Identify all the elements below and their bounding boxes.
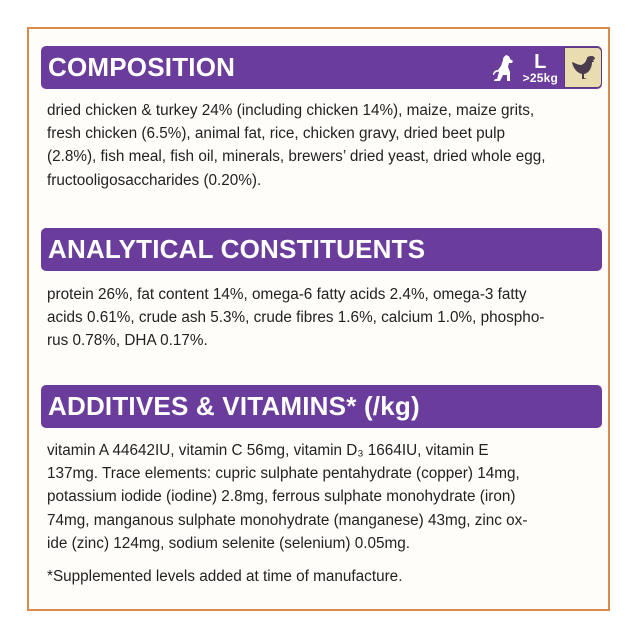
text-line: (2.8%), fish meal, fish oil, minerals, b… — [47, 148, 546, 166]
text-line: ide (zinc) 124mg, sodium selenite (selen… — [47, 534, 411, 552]
footnote: *Supplemented levels added at time of ma… — [47, 568, 403, 586]
text-line: protein 26%, fat content 14%, omega-6 fa… — [47, 286, 527, 303]
weight-label: >25kg — [522, 70, 558, 85]
composition-header: COMPOSITION L >25kg — [41, 46, 602, 89]
additives-text: vitamin A 44642IU, vitamin C 56mg, vitam… — [47, 439, 597, 588]
analytical-title: ANALYTICAL CONSTITUENTS — [48, 234, 426, 264]
composition-text: dried chicken & turkey 24% (including ch… — [47, 99, 597, 192]
analytical-header: ANALYTICAL CONSTITUENTS — [41, 228, 602, 271]
text-line: 74mg, manganous sulphate monohydrate (ma… — [47, 511, 528, 529]
chicken-icon — [572, 55, 595, 79]
additives-title: ADDITIVES & VITAMINS* (/kg) — [48, 391, 420, 421]
text-line: fructooligosaccharides (0.20%). — [47, 171, 262, 189]
size-badge: L >25kg — [491, 46, 602, 89]
analytical-text: protein 26%, fat content 14%, omega-6 fa… — [47, 283, 597, 353]
text-line: rus 0.78%, DHA 0.17%. — [47, 332, 208, 350]
text-line: potassium iodide (iodine) 2.8mg, ferrous… — [47, 488, 516, 506]
info-panel: COMPOSITION L >25kg dried chicken & turk… — [27, 27, 610, 611]
text-line: fresh chicken (6.5%), animal fat, rice, … — [47, 125, 505, 143]
size-label: L — [534, 50, 547, 73]
text-line: dried chicken & turkey 24% (including ch… — [47, 102, 535, 119]
additives-header: ADDITIVES & VITAMINS* (/kg) — [41, 385, 602, 428]
text-line: acids 0.61%, crude ash 5.3%, crude fibre… — [47, 309, 545, 327]
text-line: vitamin A 44642IU, vitamin C 56mg, vitam… — [47, 442, 489, 459]
chicken-badge — [564, 47, 602, 88]
composition-title: COMPOSITION — [48, 52, 236, 82]
text-line: 137mg. Trace elements: cupric sulphate p… — [47, 465, 520, 483]
dog-icon — [492, 54, 513, 81]
